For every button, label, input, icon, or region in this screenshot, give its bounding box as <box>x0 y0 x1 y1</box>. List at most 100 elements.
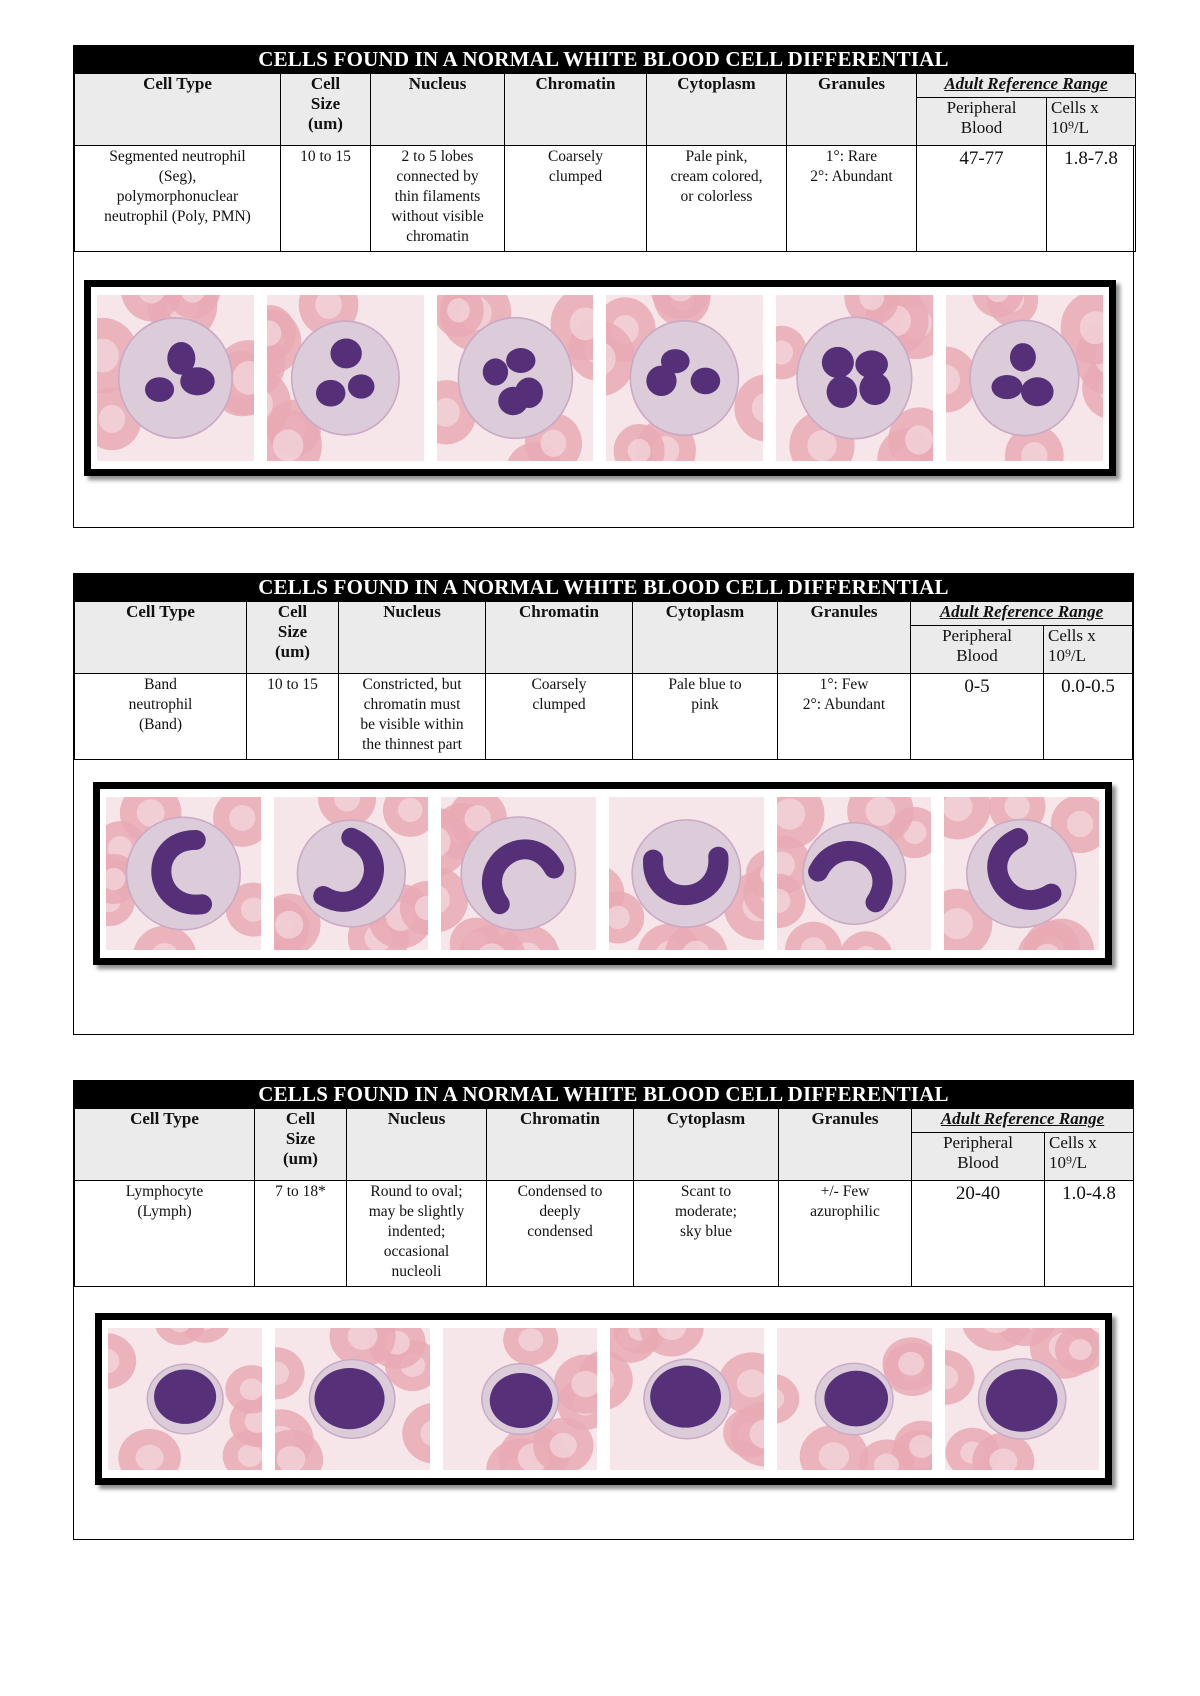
chromatin-value: Coarsely clumped <box>485 673 633 760</box>
header-cell-type: Cell Type <box>74 73 281 146</box>
header-granules: Granules <box>778 1108 912 1181</box>
header-cell-size: Cell Size (um) <box>280 73 371 146</box>
lymphocyte-image <box>777 1328 932 1470</box>
header-adult-reference-range: Adult Reference Range <box>915 73 1137 98</box>
band-neutrophil-image <box>441 797 597 950</box>
block-title: CELLS FOUND IN A NORMAL WHITE BLOOD CELL… <box>74 574 1133 601</box>
header-cytoplasm: Cytoplasm <box>633 1108 779 1181</box>
granules-value: 1°: Rare 2°: Abundant <box>786 145 917 252</box>
header-granules: Granules <box>777 601 911 674</box>
segmented-neutrophil-image <box>436 295 594 461</box>
cell-type-value: Segmented neutrophil (Seg), polymorphonuc… <box>74 145 281 252</box>
micrograph-graphic <box>946 295 1103 461</box>
micrograph-graphic <box>442 1328 597 1470</box>
band-neutrophil-image <box>106 797 261 950</box>
header-cells-unit: Cells x 10⁹/L <box>1045 97 1137 146</box>
table-row: Band neutrophil (Band) 10 to 15 Constrict… <box>74 673 1134 760</box>
band-neutrophil-image <box>609 797 764 950</box>
cells-count-value: 1.0-4.8 <box>1043 1180 1135 1287</box>
granules-value: +/- Few azurophilic <box>778 1180 912 1287</box>
micrograph-graphic <box>108 1328 263 1470</box>
peripheral-blood-value: 47-77 <box>916 145 1047 252</box>
peripheral-blood-value: 0-5 <box>910 673 1044 760</box>
header-chromatin: Chromatin <box>485 601 633 674</box>
segmented-neutrophil-image <box>97 295 254 461</box>
header-cells-unit: Cells x 10⁹/L <box>1042 625 1134 674</box>
band-neutrophil-image <box>944 797 1100 950</box>
lymphocyte-image <box>609 1328 765 1470</box>
micrograph-graphic <box>776 295 934 461</box>
chromatin-value: Condensed to deeply condensed <box>486 1180 634 1287</box>
micrograph-graphic <box>436 295 594 461</box>
header-peripheral-blood: Peripheral Blood <box>911 1132 1045 1181</box>
cytoplasm-value: Pale pink, cream colored, or colorless <box>646 145 787 252</box>
wbc-block-segmented-neutrophil: CELLS FOUND IN A NORMAL WHITE BLOOD CELL… <box>73 45 1137 528</box>
cell-info-table: Cell Type Cell Size (um) Nucleus Chromat… <box>74 1108 1135 1287</box>
header-adult-reference-range: Adult Reference Range <box>909 601 1134 626</box>
header-granules: Granules <box>786 73 917 146</box>
header-cell-type: Cell Type <box>74 601 247 674</box>
micrograph-graphic <box>606 295 764 461</box>
block-title: CELLS FOUND IN A NORMAL WHITE BLOOD CELL… <box>74 1081 1133 1108</box>
header-peripheral-blood: Peripheral Blood <box>910 625 1044 674</box>
micrograph-graphic <box>944 797 1100 950</box>
micrograph-graphic <box>106 797 261 950</box>
header-chromatin: Chromatin <box>504 73 647 146</box>
lymphocyte-image <box>442 1328 597 1470</box>
lymphocyte-image <box>944 1328 1099 1470</box>
cell-size-value: 10 to 15 <box>246 673 339 760</box>
cytoplasm-value: Scant to moderate; sky blue <box>633 1180 779 1287</box>
micrograph-graphic <box>609 1328 765 1470</box>
cell-info-table: Cell Type Cell Size (um) Nucleus Chromat… <box>74 601 1134 760</box>
nucleus-value: Constricted, but chromatin must be visibl… <box>338 673 486 760</box>
cells-count-value: 0.0-0.5 <box>1042 673 1134 760</box>
header-cytoplasm: Cytoplasm <box>632 601 778 674</box>
nucleus-value: 2 to 5 lobes connected by thin filaments w… <box>370 145 505 252</box>
micrograph-graphic <box>776 797 932 950</box>
lymphocyte-image <box>275 1328 430 1470</box>
cell-size-value: 10 to 15 <box>280 145 371 252</box>
wbc-block-lymphocyte: CELLS FOUND IN A NORMAL WHITE BLOOD CELL… <box>73 1080 1135 1540</box>
micrograph-graphic <box>441 797 597 950</box>
cells-count-value: 1.8-7.8 <box>1045 145 1137 252</box>
granules-value: 1°: Few 2°: Abundant <box>777 673 911 760</box>
header-nucleus: Nucleus <box>346 1108 487 1181</box>
table-row: Segmented neutrophil (Seg), polymorphonuc… <box>74 145 1137 252</box>
cell-type-value: Lymphocyte (Lymph) <box>74 1180 255 1287</box>
micrograph-graphic <box>273 797 429 950</box>
chromatin-value: Coarsely clumped <box>504 145 647 252</box>
micrograph-graphic <box>275 1328 430 1470</box>
cell-info-table: Cell Type Cell Size (um) Nucleus Chromat… <box>74 73 1137 252</box>
segmented-neutrophil-image <box>606 295 764 461</box>
micrograph-graphic <box>97 295 254 461</box>
header-cell-type: Cell Type <box>74 1108 255 1181</box>
lymphocyte-image <box>108 1328 263 1470</box>
cytoplasm-value: Pale blue to pink <box>632 673 778 760</box>
header-adult-reference-range: Adult Reference Range <box>910 1108 1135 1133</box>
band-neutrophil-image <box>273 797 429 950</box>
micrograph-graphic <box>266 295 424 461</box>
header-cells-unit: Cells x 10⁹/L <box>1043 1132 1135 1181</box>
cell-image-gallery <box>95 1313 1112 1485</box>
micrograph-graphic <box>609 797 764 950</box>
band-neutrophil-image <box>776 797 932 950</box>
segmented-neutrophil-image <box>946 295 1103 461</box>
header-chromatin: Chromatin <box>486 1108 634 1181</box>
cell-size-value: 7 to 18* <box>254 1180 347 1287</box>
cell-image-gallery <box>93 782 1112 965</box>
header-peripheral-blood: Peripheral Blood <box>916 97 1047 146</box>
micrograph-graphic <box>777 1328 932 1470</box>
segmented-neutrophil-image <box>266 295 424 461</box>
segmented-neutrophil-image <box>776 295 934 461</box>
header-nucleus: Nucleus <box>338 601 486 674</box>
nucleus-value: Round to oval; may be slightly indented; o… <box>346 1180 487 1287</box>
header-cell-size: Cell Size (um) <box>254 1108 347 1181</box>
micrograph-graphic <box>944 1328 1099 1470</box>
table-row: Lymphocyte (Lymph) 7 to 18* Round to oval… <box>74 1180 1135 1287</box>
block-title: CELLS FOUND IN A NORMAL WHITE BLOOD CELL… <box>74 46 1133 73</box>
cell-type-value: Band neutrophil (Band) <box>74 673 247 760</box>
header-cytoplasm: Cytoplasm <box>646 73 787 146</box>
peripheral-blood-value: 20-40 <box>911 1180 1045 1287</box>
header-cell-size: Cell Size (um) <box>246 601 339 674</box>
cell-image-gallery <box>84 280 1116 476</box>
